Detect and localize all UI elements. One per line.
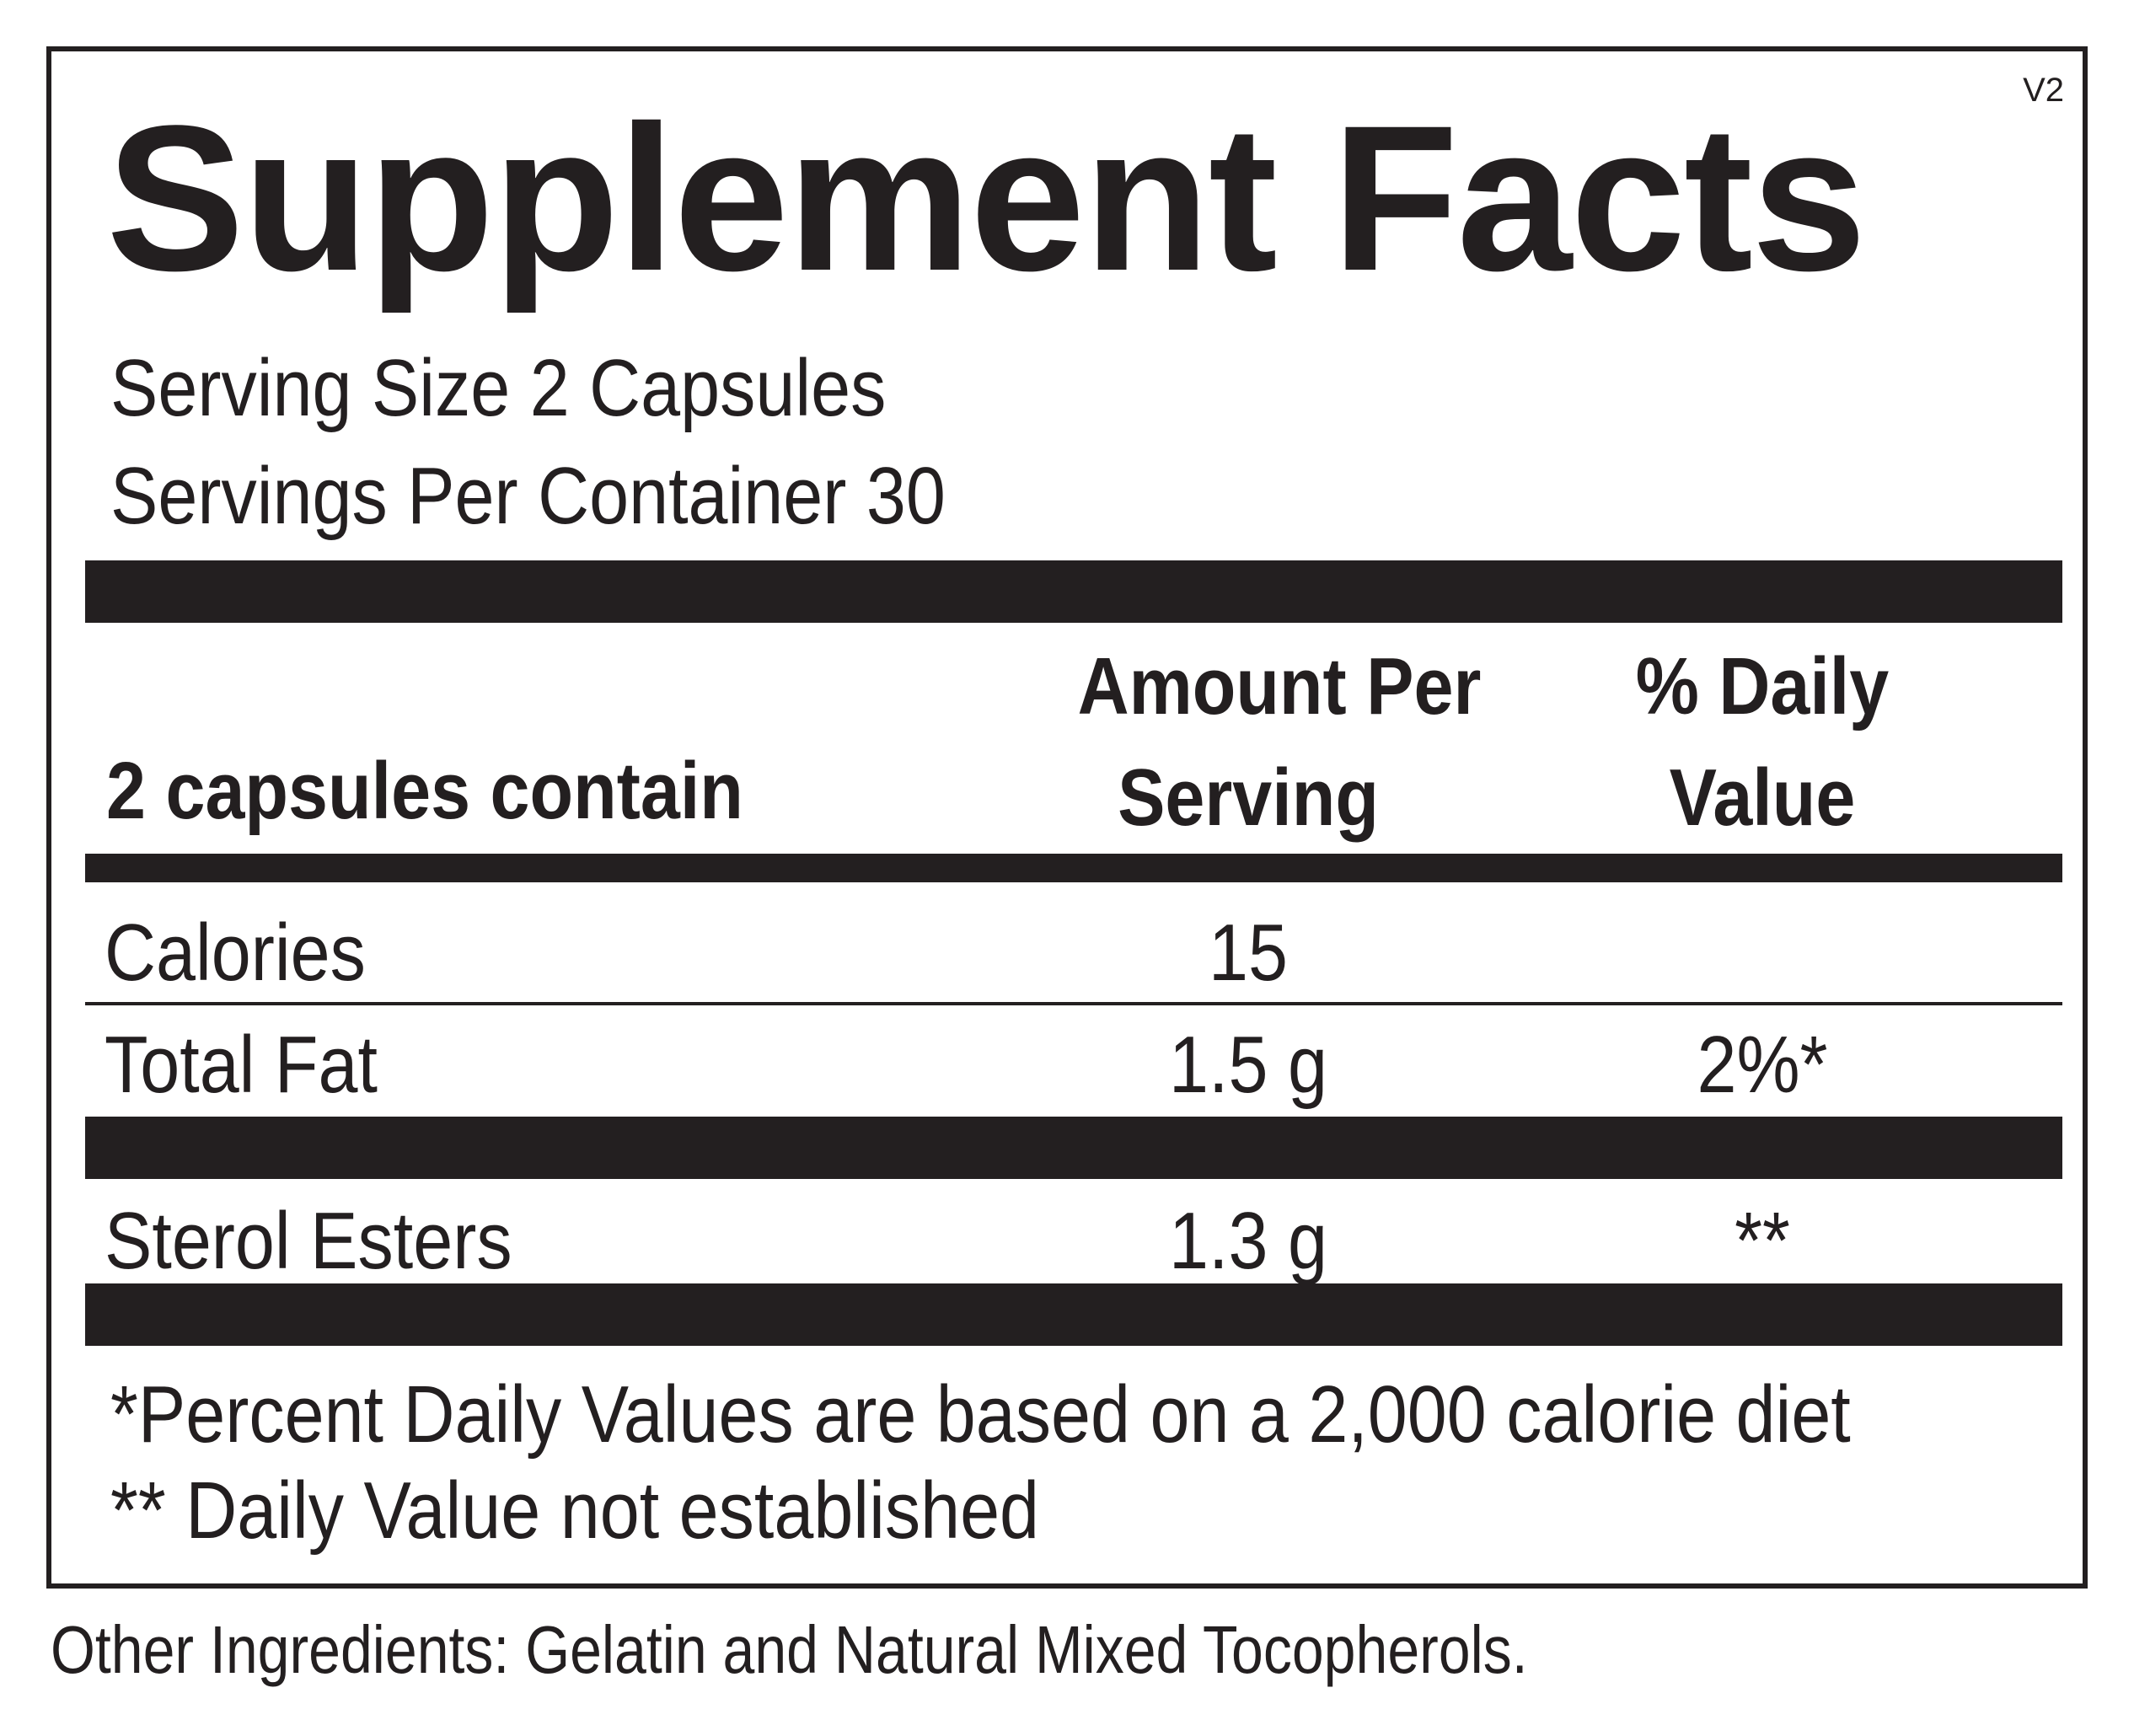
thick-divider xyxy=(85,1283,2062,1346)
thick-divider xyxy=(85,560,2062,623)
thick-divider xyxy=(85,1117,2062,1179)
nutrient-amount: 1.5 g xyxy=(1169,1020,1327,1110)
column-header-label: 2 capsules contain xyxy=(106,746,743,836)
nutrient-amount: 1.3 g xyxy=(1169,1196,1327,1286)
column-header-daily-value-line2: Value xyxy=(1669,753,1856,843)
serving-size: Serving Size 2 Capsules xyxy=(110,343,887,433)
column-header-daily-value: % Daily xyxy=(1635,641,1890,731)
medium-divider xyxy=(85,854,2062,882)
column-header-amount: Amount Per xyxy=(1077,641,1482,731)
version-label: V2 xyxy=(2023,72,2064,109)
nutrient-daily-value: ** xyxy=(1735,1196,1790,1286)
nutrient-name: Calories xyxy=(105,908,366,998)
servings-per-container: Servings Per Container 30 xyxy=(110,451,946,541)
column-header-amount-line2: Serving xyxy=(1118,753,1379,843)
nutrient-name: Sterol Esters xyxy=(105,1196,512,1286)
other-ingredients: Other Ingredients: Gelatin and Natural M… xyxy=(51,1612,1528,1687)
nutrient-amount: 15 xyxy=(1209,908,1288,998)
footnote: *Percent Daily Values are based on a 2,0… xyxy=(110,1369,1851,1460)
nutrient-daily-value: 2%* xyxy=(1697,1020,1828,1110)
footnote: ** Daily Value not established xyxy=(110,1465,1040,1556)
nutrient-name: Total Fat xyxy=(105,1020,378,1110)
panel-title: Supplement Facts xyxy=(106,83,1867,314)
thin-divider xyxy=(85,1002,2062,1005)
supplement-facts-panel: Supplement Facts V2 Serving Size 2 Capsu… xyxy=(46,46,2088,1589)
